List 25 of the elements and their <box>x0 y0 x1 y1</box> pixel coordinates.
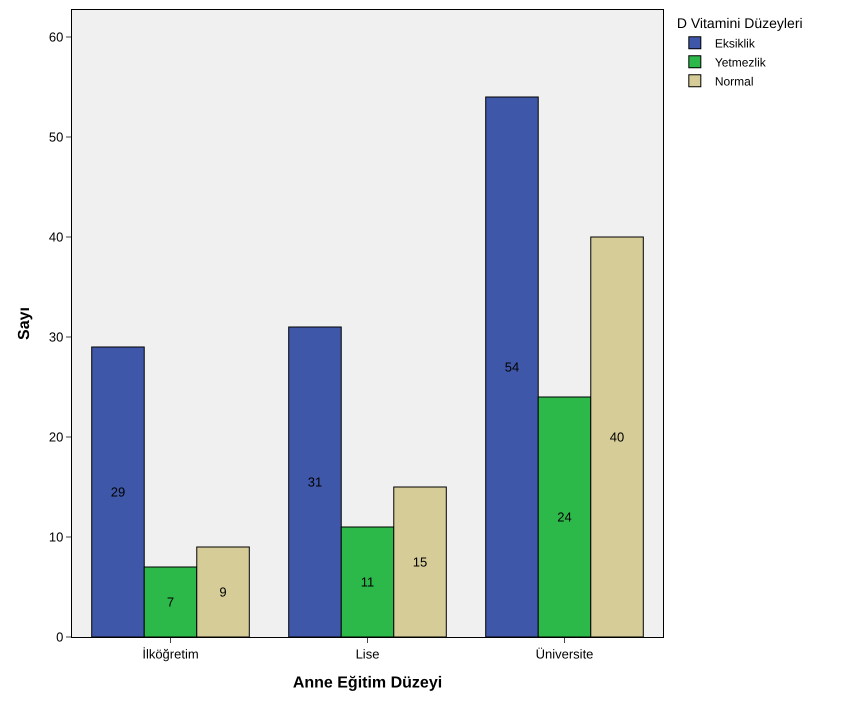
y-tick-label: 40 <box>48 230 64 245</box>
y-tick-label: 10 <box>48 530 64 545</box>
x-axis-title: Anne Eğitim Düzeyi <box>292 674 442 692</box>
data-label: 31 <box>308 474 322 490</box>
data-label: 40 <box>610 430 624 444</box>
y-tick-label: 0 <box>56 630 64 645</box>
x-tick-label: Üniversite <box>536 646 594 662</box>
data-label: 24 <box>557 510 572 524</box>
data-label: 54 <box>504 360 520 374</box>
data-label: 29 <box>110 484 126 500</box>
y-axis-title: Sayı <box>16 307 33 340</box>
y-tick-label: 20 <box>48 430 64 445</box>
y-tick-label: 30 <box>48 330 64 345</box>
x-tick-label: Lise <box>356 646 380 662</box>
data-label: 7 <box>166 594 174 610</box>
legend-label: Eksiklik <box>714 36 756 50</box>
legend-label: Yetmezlik <box>714 55 767 70</box>
data-label: 15 <box>412 554 428 570</box>
x-tick-label: İlköğretim <box>142 646 199 662</box>
data-label: 9 <box>219 584 227 600</box>
legend-title: D Vitamini Düzeyleri <box>676 15 803 32</box>
y-tick-label: 60 <box>48 30 64 45</box>
data-label: 11 <box>360 574 374 590</box>
y-tick-label: 50 <box>48 130 64 145</box>
legend-label: Normal <box>714 74 754 88</box>
